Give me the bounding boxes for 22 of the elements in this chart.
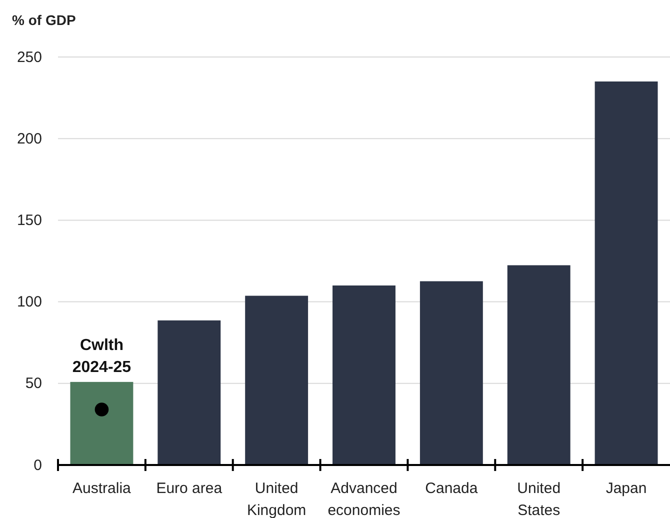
x-tick-label: United Kingdom (246, 480, 306, 518)
y-axis-title: % of GDP (12, 12, 76, 28)
annotation: Cwlth 2024-25 (72, 336, 132, 376)
bar (245, 296, 308, 465)
bar (332, 285, 396, 465)
bar (158, 320, 221, 465)
x-tick-label: Euro area (156, 480, 223, 497)
bar (70, 382, 134, 465)
y-tick-label: 100 (16, 294, 42, 311)
x-tick-label: Australia (72, 480, 132, 497)
y-tick-label: 0 (34, 456, 42, 474)
bar (507, 265, 570, 465)
x-tick-label: Japan (606, 480, 647, 497)
x-tick-label: United States (517, 480, 561, 518)
y-tick-label: 250 (16, 48, 42, 66)
x-tick-label: Canada (425, 480, 478, 497)
y-tick-label: 150 (16, 212, 42, 229)
y-tick-label: 50 (25, 375, 42, 392)
y-tick-label: 200 (16, 130, 42, 148)
bar (420, 281, 483, 465)
bar (594, 81, 658, 465)
x-tick-label: Advanced economies (328, 480, 400, 518)
